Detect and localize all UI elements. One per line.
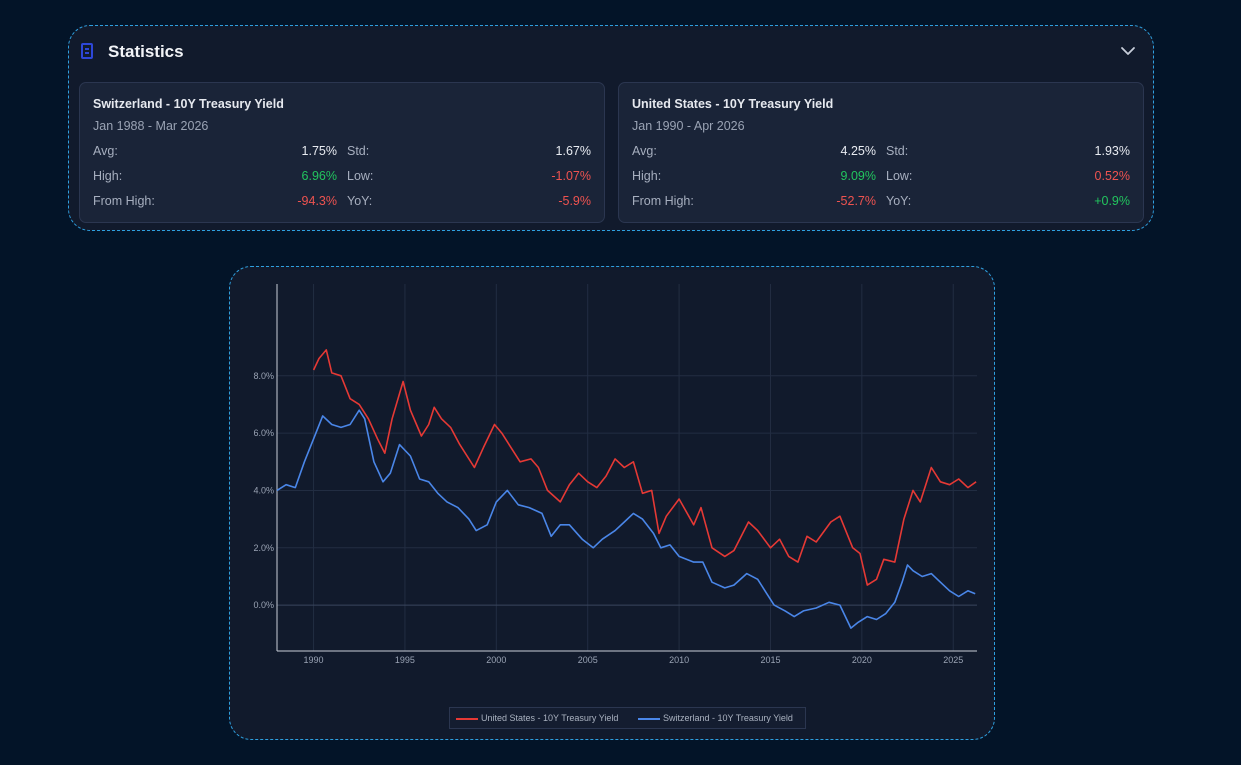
chevron-down-icon[interactable] xyxy=(1119,42,1137,60)
card-title: Switzerland - 10Y Treasury Yield xyxy=(93,97,284,111)
std-value: 1.67% xyxy=(555,144,591,158)
avg-label: Avg: xyxy=(93,144,118,158)
high-value: 6.96% xyxy=(301,169,337,183)
x-tick-label: 2020 xyxy=(852,655,872,665)
stats-card-switzerland: Switzerland - 10Y Treasury Yield Jan 198… xyxy=(79,82,605,223)
statistics-header[interactable]: Statistics xyxy=(81,40,1137,66)
yoy-label: YoY: xyxy=(347,194,373,208)
x-tick-label: 1995 xyxy=(395,655,415,665)
legend-label-us[interactable]: United States - 10Y Treasury Yield xyxy=(481,713,619,723)
x-tick-label: 2010 xyxy=(669,655,689,665)
card-title: United States - 10Y Treasury Yield xyxy=(632,97,834,111)
from-high-label: From High: xyxy=(632,194,694,208)
legend-swatch-ch xyxy=(638,718,660,720)
chart-panel: 1990 1995 2000 2005 2010 2015 2020 2025 0.0% 2.0%… xyxy=(229,266,995,740)
card-date-range: Jan 1990 - Apr 2026 xyxy=(632,119,745,133)
y-tick-label: 2.0% xyxy=(253,543,274,553)
low-value: 0.52% xyxy=(1094,169,1130,183)
series-line-us xyxy=(312,349,977,586)
y-tick-label: 0.0% xyxy=(253,600,274,610)
std-label: Std: xyxy=(347,144,370,158)
yield-line-chart[interactable]: 1990 1995 2000 2005 2010 2015 2020 2025 0.0% 2.0%… xyxy=(230,267,993,738)
high-label: High: xyxy=(632,169,662,183)
std-label: Std: xyxy=(886,144,909,158)
x-tick-label: 2005 xyxy=(578,655,598,665)
legend-swatch-us xyxy=(456,718,478,720)
x-tick-label: 2015 xyxy=(760,655,780,665)
chart-legend: United States - 10Y Treasury Yield Switz… xyxy=(449,707,806,729)
low-label: Low: xyxy=(886,169,913,183)
y-tick-label: 8.0% xyxy=(253,371,274,381)
avg-label: Avg: xyxy=(632,144,657,158)
legend-label-ch[interactable]: Switzerland - 10Y Treasury Yield xyxy=(663,713,793,723)
card-date-range: Jan 1988 - Mar 2026 xyxy=(93,119,209,133)
yoy-value: +0.9% xyxy=(1094,194,1130,208)
x-tick-label: 2000 xyxy=(486,655,506,665)
y-tick-label: 4.0% xyxy=(253,485,274,495)
avg-value: 4.25% xyxy=(840,144,876,158)
std-value: 1.93% xyxy=(1094,144,1130,158)
from-high-value: -52.7% xyxy=(836,194,876,208)
y-tick-label: 6.0% xyxy=(253,428,274,438)
series-line-ch xyxy=(276,409,976,629)
from-high-value: -94.3% xyxy=(297,194,337,208)
yoy-value: -5.9% xyxy=(558,194,591,208)
stats-card-united-states: United States - 10Y Treasury Yield Jan 1… xyxy=(618,82,1144,223)
statistics-title: Statistics xyxy=(108,42,184,61)
from-high-label: From High: xyxy=(93,194,155,208)
yoy-label: YoY: xyxy=(886,194,912,208)
low-value: -1.07% xyxy=(551,169,591,183)
high-value: 9.09% xyxy=(840,169,876,183)
x-tick-label: 2025 xyxy=(943,655,963,665)
x-tick-label: 1990 xyxy=(304,655,324,665)
high-label: High: xyxy=(93,169,123,183)
avg-value: 1.75% xyxy=(301,144,337,158)
low-label: Low: xyxy=(347,169,374,183)
document-icon xyxy=(81,43,93,59)
statistics-panel: Statistics Switzerland - 10Y Treasury Yi… xyxy=(68,25,1154,231)
